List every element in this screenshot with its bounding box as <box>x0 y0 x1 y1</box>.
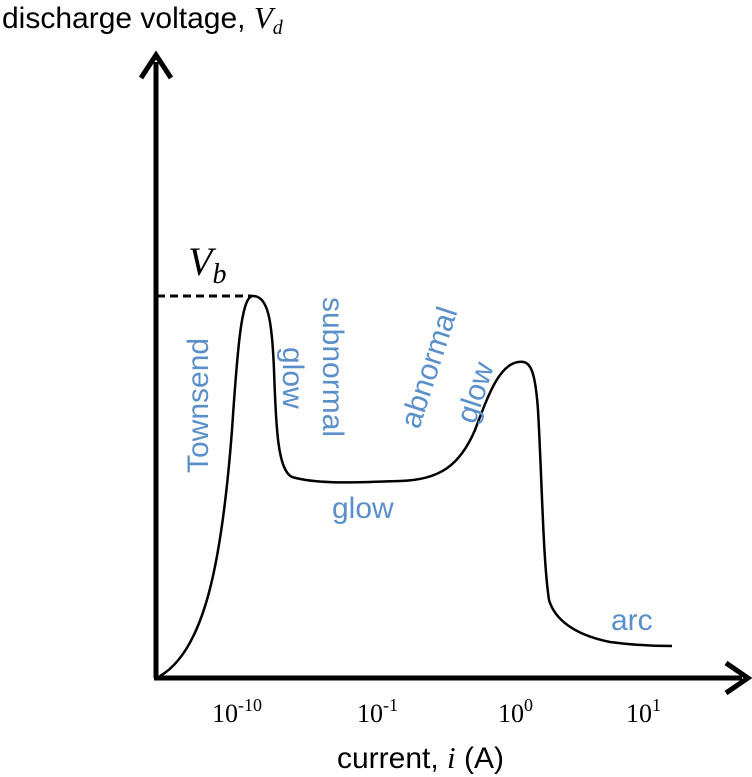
subnormal-glow-label-subnormal: subnormal <box>316 297 349 437</box>
arc-label: arc <box>611 604 653 637</box>
normal-glow-label: glow <box>332 492 394 525</box>
vi-characteristic-curve <box>159 294 673 678</box>
x-axis-arrowhead <box>724 660 752 696</box>
x-axis-label: current, i (A) <box>337 740 504 775</box>
y-axis-label: discharge voltage, Vd <box>2 0 284 39</box>
breakdown-voltage-label: Vb <box>188 239 226 290</box>
townsend-label: Townsend <box>182 338 215 473</box>
tick-label-1e-10: 10-10 <box>212 695 262 728</box>
abnormal-glow-label-glow: glow <box>450 358 501 427</box>
tick-label-1e1: 101 <box>626 695 661 728</box>
subnormal-glow-label-glow: glow <box>276 347 309 409</box>
y-axis-arrowhead <box>138 50 174 80</box>
tick-label-1e-1: 10-1 <box>357 695 398 728</box>
tick-label-1e0: 100 <box>498 695 533 728</box>
